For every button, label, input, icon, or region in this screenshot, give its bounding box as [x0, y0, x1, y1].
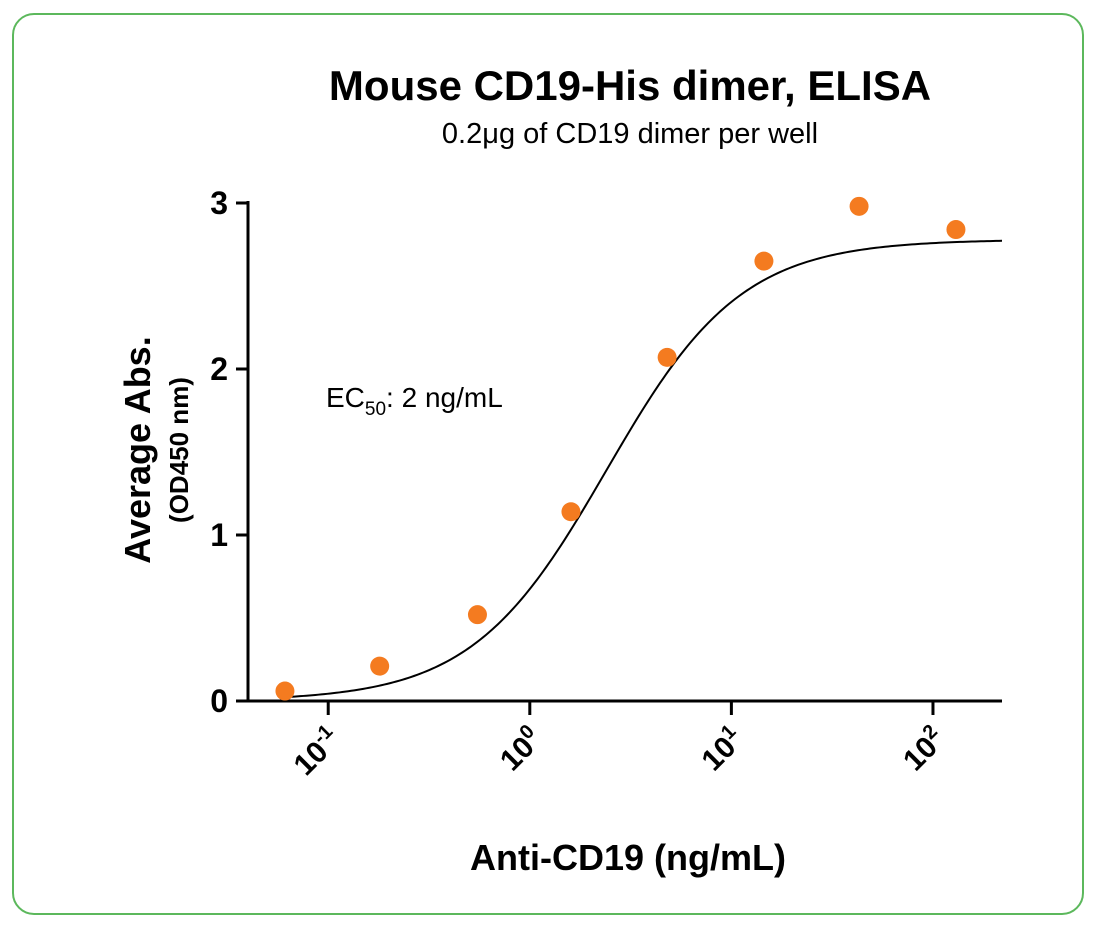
ec50-subscript: 50 — [365, 399, 386, 420]
y-tick-label-1: 1 — [210, 517, 228, 553]
y-tick-label-2: 2 — [210, 351, 228, 387]
x-tick-label-1: 100 — [492, 720, 549, 777]
x-tick-label-3: 102 — [895, 720, 952, 777]
x-tick-label-2: 101 — [693, 720, 750, 777]
chart-subtitle: 0.2μg of CD19 dimer per well — [442, 118, 818, 150]
chart-card — [12, 13, 1084, 915]
plot-area: 0 1 2 3 10-1 100 101 102 — [210, 185, 1003, 782]
data-point-0-0 — [275, 681, 295, 701]
data-point-0-1 — [370, 656, 390, 676]
fit-curve — [282, 239, 1003, 699]
data-point-0-5 — [754, 251, 774, 271]
x-tick-label-0: 10-1 — [286, 720, 348, 782]
x-axis-title: Anti-CD19 (ng/mL) — [470, 837, 786, 878]
chart-title: Mouse CD19-His dimer, ELISA — [329, 62, 931, 109]
y-tick-label-3: 3 — [210, 185, 228, 221]
y-axis-title-group: Average Abs. (OD450 nm) — [117, 336, 194, 563]
y-tick-label-0: 0 — [210, 683, 228, 719]
data-point-0-2 — [467, 605, 487, 625]
data-point-0-4 — [657, 347, 677, 367]
y-axis-subtitle: (OD450 nm) — [164, 377, 194, 523]
y-axis-title: Average Abs. — [117, 336, 158, 563]
data-point-0-7 — [946, 220, 966, 240]
data-point-0-3 — [561, 502, 581, 522]
data-point-0-6 — [849, 196, 869, 216]
ec50-annotation: EC50: 2 ng/mL — [326, 382, 503, 420]
ec50-suffix: : 2 ng/mL — [386, 382, 503, 413]
ec50-prefix: EC — [326, 382, 365, 413]
